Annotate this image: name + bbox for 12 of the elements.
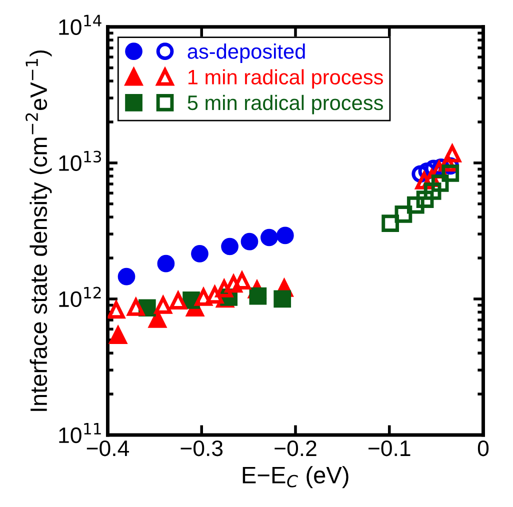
x-tick-label: −0.3 [180, 440, 223, 456]
x-tick-label: 0 [478, 440, 489, 456]
x-tick-label: −0.2 [274, 440, 316, 456]
x-axis-title: E−E$_{C}$ (eV) [242, 466, 348, 488]
legend-label: 5 min radical process [188, 94, 383, 114]
legend-label: 1 min radical process [188, 69, 383, 89]
y-axis-title: Interface state density (cm$^{−2}$eV$^{−1}$) [26, 50, 52, 411]
legend-label: as-deposited [188, 44, 305, 63]
y-tick-label: 10$^{14}$ [59, 14, 102, 35]
y-tick-label: 10$^{13}$ [59, 150, 102, 172]
x-tick-label: −0.1 [368, 440, 410, 456]
y-tick-label: 10$^{12}$ [59, 286, 101, 308]
